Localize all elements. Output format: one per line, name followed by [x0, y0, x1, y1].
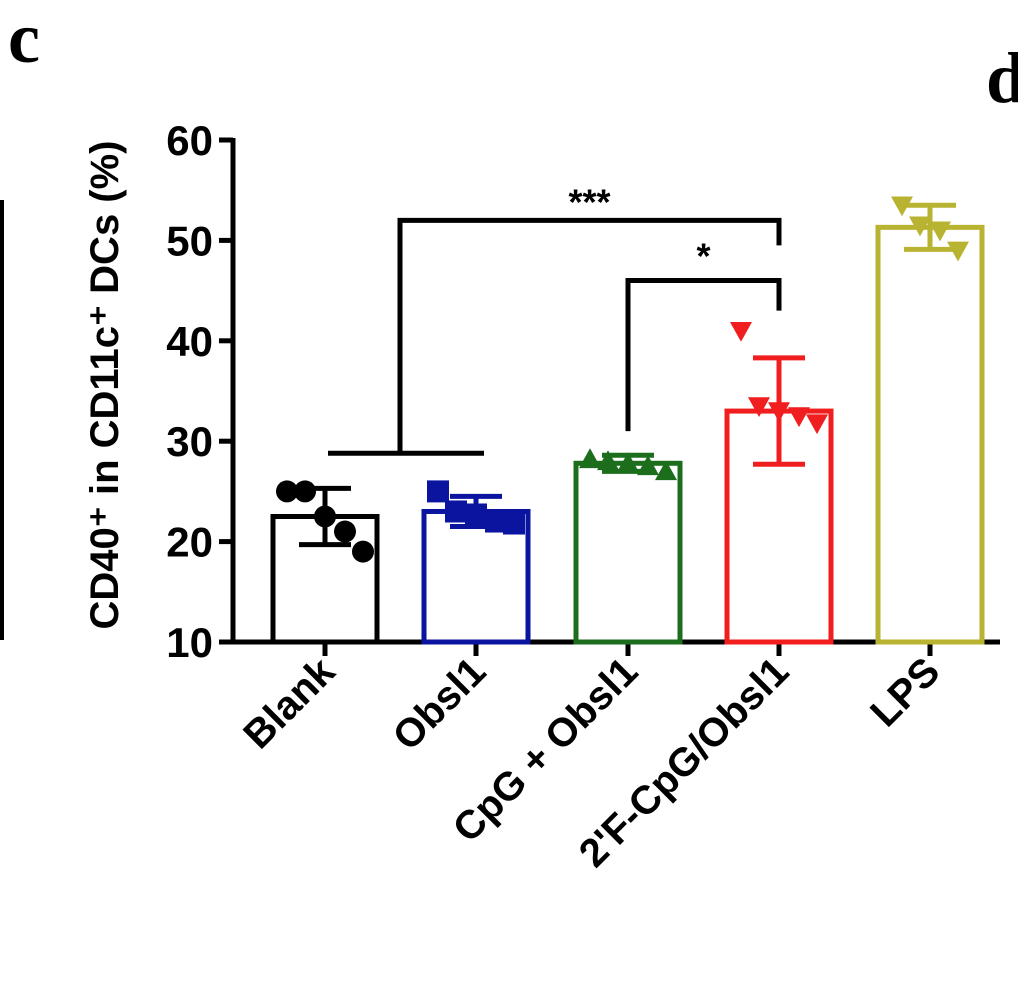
data-point: [334, 520, 356, 543]
x-tick-label-lps: LPS: [862, 649, 948, 735]
data-point: [485, 510, 507, 533]
data-point: [637, 455, 659, 476]
data-point: [427, 480, 449, 503]
points-obsl1: [427, 480, 525, 535]
significance-brackets: ****: [328, 181, 782, 456]
bar-2-f-cpg-obsl1: [724, 408, 834, 645]
data-point: [597, 450, 619, 471]
significance-bracket-1: ***: [328, 181, 782, 456]
error-bar-lps: [904, 202, 956, 252]
data-point: [947, 241, 969, 262]
y-axis: 10 20 30 40 50 60: [166, 117, 236, 666]
significance-bracket-2: *: [625, 236, 782, 432]
bar-lps: [875, 224, 985, 645]
data-points: [276, 196, 969, 563]
bracket-line: [397, 217, 782, 454]
points-cpg-obsl1: [579, 448, 677, 481]
significance-label-2: *: [696, 236, 710, 277]
y-tick-label-40: 40: [166, 318, 213, 365]
bar-cpg-obsl1: [573, 460, 683, 645]
data-point: [748, 397, 770, 418]
y-tick-label-10: 10: [166, 619, 213, 666]
data-point: [929, 221, 951, 242]
y-tick-label-60: 60: [166, 117, 213, 164]
y-tick-label-50: 50: [166, 217, 213, 264]
points-lps: [891, 196, 969, 262]
data-point: [314, 505, 336, 528]
panel-letter-d: d: [986, 38, 1018, 118]
data-point: [352, 540, 374, 563]
data-point: [465, 503, 487, 526]
data-point: [891, 196, 913, 217]
bracket-line: [625, 278, 782, 432]
significance-label-1: ***: [568, 181, 610, 222]
y-axis-title: CD40⁺ in CD11c⁺ DCs (%): [83, 140, 127, 629]
data-point: [909, 216, 931, 237]
data-point: [445, 500, 467, 523]
data-point: [294, 480, 316, 503]
data-point: [788, 407, 810, 428]
data-point: [503, 512, 525, 535]
y-tick-label-30: 30: [166, 418, 213, 465]
data-point: [617, 452, 639, 473]
data-point: [768, 402, 790, 423]
data-point: [276, 480, 298, 503]
data-point: [730, 321, 752, 342]
x-tick-label-blank: Blank: [235, 649, 344, 758]
y-tick-label-20: 20: [166, 519, 213, 566]
data-point: [806, 414, 828, 435]
bars: [270, 224, 985, 645]
points-2-f-cpg-obsl1: [730, 321, 828, 435]
x-tick-label-obsl1: Obsl1: [385, 649, 495, 759]
panel-letter-c: c: [8, 0, 40, 78]
data-point: [579, 448, 601, 469]
points-blank: [276, 480, 374, 563]
data-point: [655, 460, 677, 481]
